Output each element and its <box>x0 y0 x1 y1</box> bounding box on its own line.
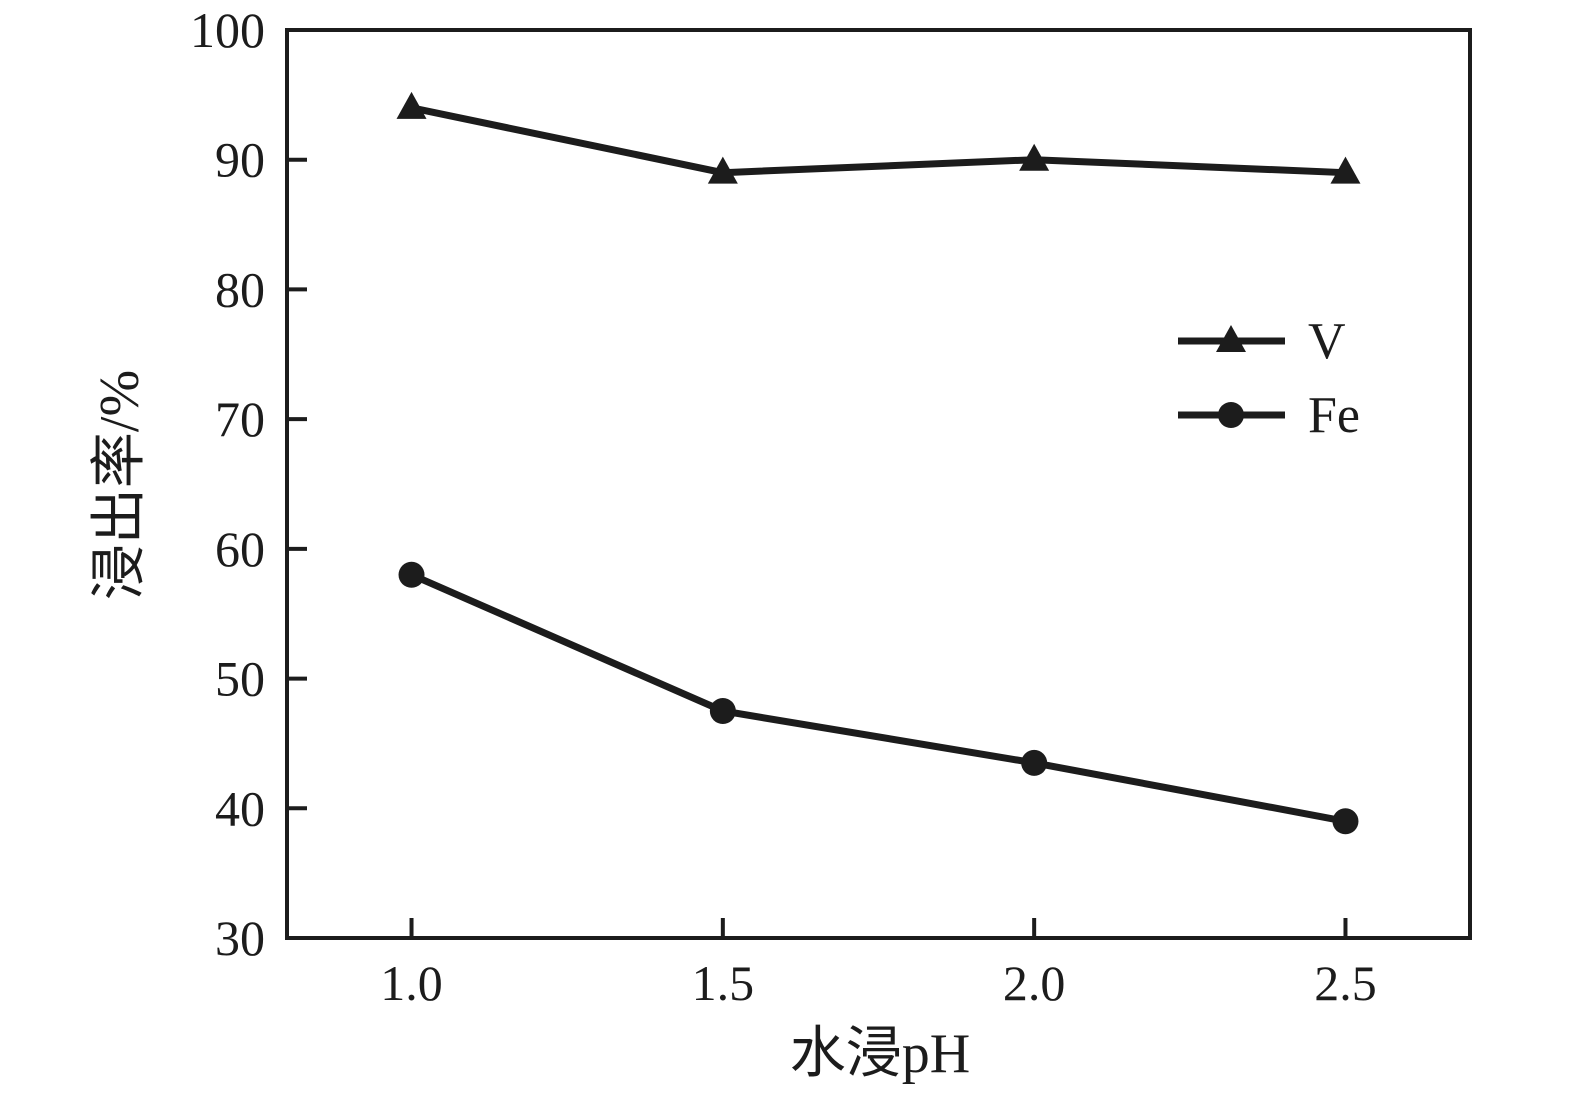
y-tick-label: 90 <box>215 132 265 188</box>
legend-entry-fe: Fe <box>1178 387 1360 444</box>
x-tick-label: 1.0 <box>380 955 443 1011</box>
series-fe-marker <box>1332 808 1359 835</box>
y-tick-label: 30 <box>215 910 265 966</box>
y-tick-label: 50 <box>215 651 265 707</box>
series-v-marker <box>707 156 738 184</box>
legend: V Fe <box>1178 313 1360 444</box>
legend-v-label: V <box>1308 313 1346 370</box>
y-tick-label: 70 <box>215 391 265 447</box>
y-tick-label: 40 <box>215 780 265 836</box>
legend-entry-v: V <box>1178 313 1346 370</box>
plot-frame <box>285 28 1472 940</box>
y-tick-label: 80 <box>215 261 265 317</box>
series-v-marker <box>1019 143 1050 171</box>
series-fe-line <box>410 571 1347 825</box>
series-fe-marker <box>709 698 736 724</box>
x-tick-label: 1.5 <box>692 955 755 1011</box>
y-tick-label: 100 <box>190 2 265 58</box>
legend-fe-label: Fe <box>1308 387 1360 444</box>
series-fe-marker <box>1021 749 1048 776</box>
legend-fe-circle-icon <box>1218 402 1244 428</box>
plot-area: 30 40 50 60 70 80 90 100 1.0 1.5 2.0 2.5 <box>190 2 1472 1011</box>
series-v-marker <box>1330 156 1361 184</box>
series-v-line <box>410 104 1346 177</box>
series-fe-marker <box>398 561 425 588</box>
y-tick-label: 60 <box>215 521 265 577</box>
x-axis-title: 水浸pH <box>790 1023 970 1085</box>
legend-v-triangle-icon <box>1216 325 1246 352</box>
x-tick-label: 2.5 <box>1314 955 1377 1011</box>
y-axis-title: 浸出率/% <box>89 370 151 600</box>
series-v-marker <box>396 91 427 119</box>
x-tick-label: 2.0 <box>1003 955 1066 1011</box>
